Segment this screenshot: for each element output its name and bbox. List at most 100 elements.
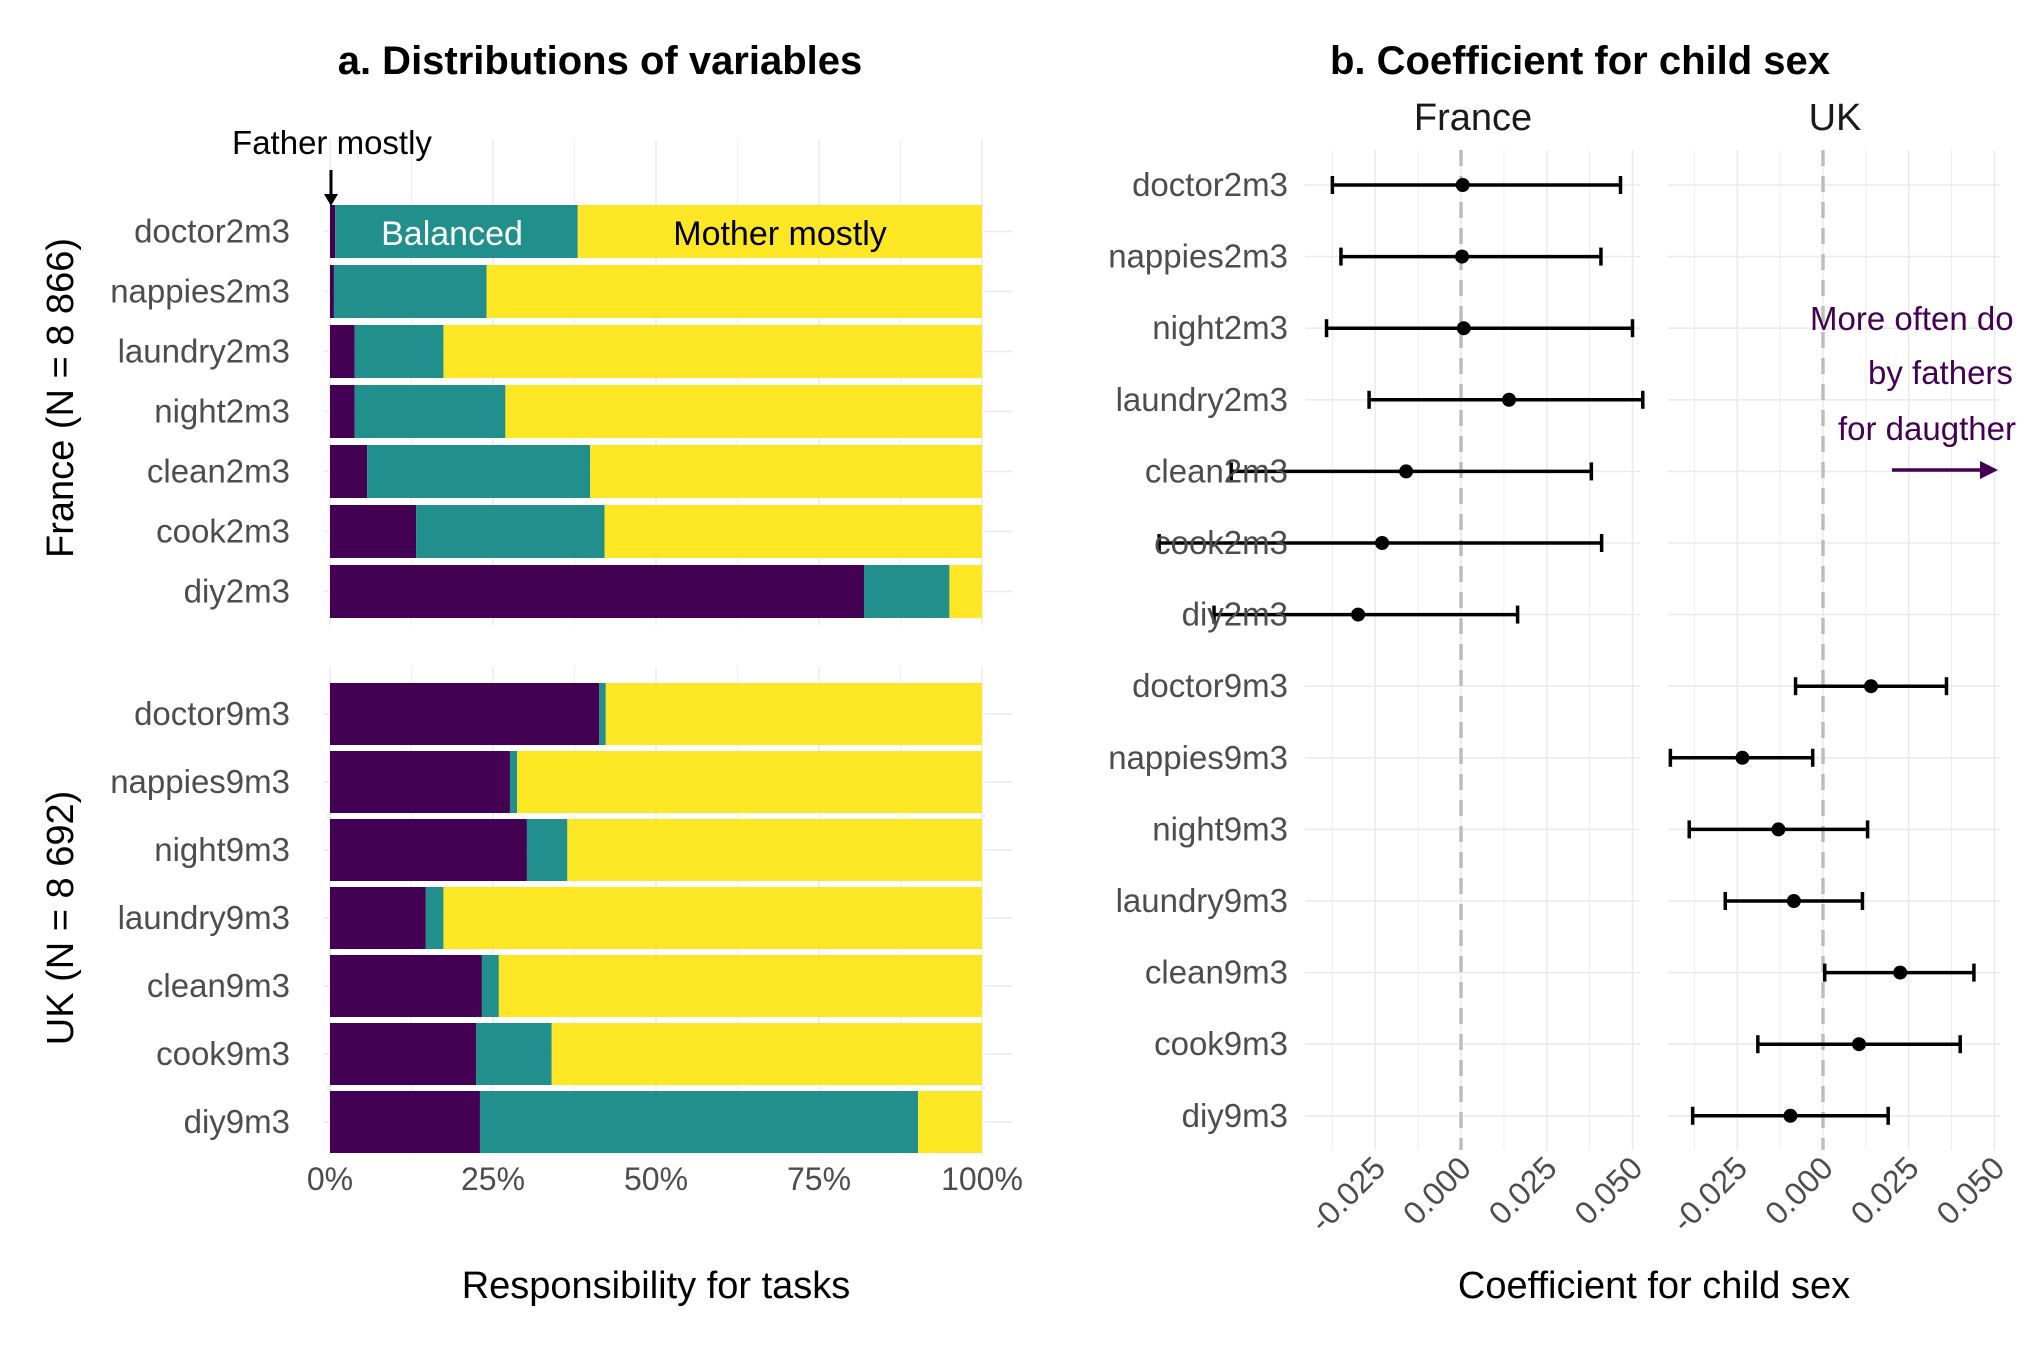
bar-night9m3-balanced <box>526 819 568 881</box>
bar-clean9m3-father <box>330 955 482 1017</box>
coef-category-label-clean2m3: clean2m3 <box>1145 452 1288 489</box>
x-tick-100: 100% <box>941 1161 1023 1197</box>
bar-clean9m3-mother <box>498 955 982 1017</box>
coef-category-label-cook9m3: cook9m3 <box>1154 1025 1288 1062</box>
category-label-night9m3: night9m3 <box>154 831 290 868</box>
panel-b-title: b. Coefficient for child sex <box>1330 39 1830 83</box>
bar-laundry2m3-mother <box>443 325 982 378</box>
category-label-cook2m3: cook2m3 <box>156 513 290 550</box>
panel-a-distributions: a. Distributions of variables doctor2m3 n… <box>40 39 1023 1307</box>
point-diy9m3 <box>1783 1108 1798 1123</box>
coef-category-label-diy2m3: diy2m3 <box>1182 596 1288 633</box>
point-laundry9m3 <box>1786 894 1801 908</box>
point-doctor9m3 <box>1864 679 1879 694</box>
bar-doctor9m3-mother <box>605 683 982 745</box>
bar-diy9m3-mother <box>918 1091 982 1153</box>
coef-category-label-clean9m3: clean9m3 <box>1145 954 1288 991</box>
point-night9m3 <box>1771 822 1786 837</box>
coef-category-label-doctor2m3: doctor2m3 <box>1132 166 1288 203</box>
facet-strip-uk: UK <box>1809 97 1862 139</box>
x-tick-france-0-025: -0.025 <box>1303 1149 1393 1239</box>
category-label-clean9m3: clean9m3 <box>147 967 290 1004</box>
annotation-line-3: for daugther <box>1838 410 2016 447</box>
bar-clean9m3-balanced <box>481 955 499 1017</box>
annotation-line-2: by fathers <box>1868 354 2013 391</box>
coef-category-label-nappies9m3: nappies9m3 <box>1108 739 1288 776</box>
x-tick-0: 0% <box>307 1161 353 1197</box>
coef-category-label-night9m3: night9m3 <box>1152 810 1288 847</box>
category-label-diy9m3: diy9m3 <box>184 1103 290 1140</box>
point-clean2m3 <box>1399 464 1414 479</box>
category-label-nappies9m3: nappies9m3 <box>110 763 290 800</box>
bar-cook9m3-balanced <box>476 1023 552 1085</box>
panel-b-coefficients: b. Coefficient for child sex doctor2m3 na… <box>1108 39 2016 1307</box>
coef-category-label-cook2m3: cook2m3 <box>1154 524 1288 561</box>
category-label-laundry2m3: laundry2m3 <box>118 333 290 370</box>
point-cook2m3 <box>1375 536 1390 550</box>
bar-diy2m3-father <box>330 565 864 618</box>
coef-category-label-doctor9m3: doctor9m3 <box>1132 667 1288 704</box>
bar-cook2m3-balanced <box>416 505 605 558</box>
bar-doctor9m3-balanced <box>599 683 606 745</box>
panel-a-title: a. Distributions of variables <box>338 39 863 83</box>
category-label-night2m3: night2m3 <box>154 393 290 430</box>
x-tick-50: 50% <box>624 1161 688 1197</box>
bar-laundry2m3-balanced <box>354 325 444 378</box>
balanced-label: Balanced <box>381 215 523 253</box>
bar-diy2m3-balanced <box>863 565 950 618</box>
bar-diy9m3-father <box>330 1091 480 1153</box>
coef-category-label-night2m3: night2m3 <box>1152 309 1288 346</box>
bar-night2m3-father <box>330 385 355 438</box>
bar-nappies9m3-father <box>330 751 510 813</box>
category-label-diy2m3: diy2m3 <box>184 573 290 610</box>
bar-diy9m3-balanced <box>479 1091 919 1153</box>
x-tick-france-0-050: 0.050 <box>1567 1149 1649 1231</box>
bar-nappies9m3-mother <box>517 751 982 813</box>
bar-cook9m3-mother <box>551 1023 982 1085</box>
bar-diy2m3-mother <box>949 565 982 618</box>
bar-clean2m3-balanced <box>367 445 591 498</box>
facet-label-uk-n: UK (N = 8 692) <box>40 791 82 1046</box>
panel-b-category-labels: doctor2m3 nappies2m3 night2m3 laundry2m3 cle… <box>1108 166 1288 1134</box>
bar-doctor9m3-father <box>330 683 600 745</box>
bar-doctor2m3-balanced <box>335 205 578 258</box>
x-tick-uk-0-025: 0.025 <box>1844 1149 1926 1231</box>
x-tick-france-0-025: 0.025 <box>1482 1149 1564 1231</box>
point-cook9m3 <box>1852 1037 1867 1052</box>
coef-category-label-nappies2m3: nappies2m3 <box>1108 238 1288 275</box>
panel-a-bars <box>330 205 982 1153</box>
facet-strip-france: France <box>1414 97 1532 139</box>
facet-label-france-n: France (N = 8 866) <box>40 238 82 558</box>
bar-laundry2m3-father <box>330 325 355 378</box>
x-tick-25: 25% <box>461 1161 525 1197</box>
point-nappies2m3 <box>1455 249 1470 264</box>
x-tick-uk-0-000: 0.000 <box>1758 1149 1840 1231</box>
bar-cook9m3-father <box>330 1023 477 1085</box>
bar-clean2m3-father <box>330 445 368 498</box>
father-mostly-arrow-head <box>324 194 338 206</box>
bar-nappies9m3-balanced <box>509 751 518 813</box>
category-label-doctor9m3: doctor9m3 <box>134 695 290 732</box>
bar-cook2m3-mother <box>604 505 982 558</box>
mother-mostly-label: Mother mostly <box>673 215 887 253</box>
category-label-clean2m3: clean2m3 <box>147 453 290 490</box>
x-tick-75: 75% <box>787 1161 851 1197</box>
panel-a-x-axis-title: Responsibility for tasks <box>462 1265 851 1307</box>
point-doctor2m3 <box>1455 178 1470 192</box>
panel-a-category-labels: doctor2m3 nappies2m3 laundry2m3 night2m3 cle… <box>110 213 290 1141</box>
panel-b-estimates <box>1157 176 1976 1125</box>
bar-night2m3-mother <box>505 385 982 438</box>
category-label-laundry9m3: laundry9m3 <box>118 899 290 936</box>
father-mostly-label: Father mostly <box>232 124 432 161</box>
bar-nappies2m3-balanced <box>333 265 487 318</box>
coef-category-label-laundry2m3: laundry2m3 <box>1116 381 1288 418</box>
category-label-cook9m3: cook9m3 <box>156 1035 290 1072</box>
bar-nappies2m3-father <box>330 265 334 318</box>
point-laundry2m3 <box>1502 392 1517 407</box>
bar-doctor2m3-mother <box>577 205 982 258</box>
panel-a-x-ticks: 0% 25% 50% 75% 100% <box>307 1161 1023 1197</box>
annotation-line-1: More often do <box>1810 300 2014 337</box>
point-clean9m3 <box>1893 965 1908 980</box>
panel-b-zero-lines <box>1459 150 1825 1150</box>
bar-night2m3-balanced <box>354 385 506 438</box>
